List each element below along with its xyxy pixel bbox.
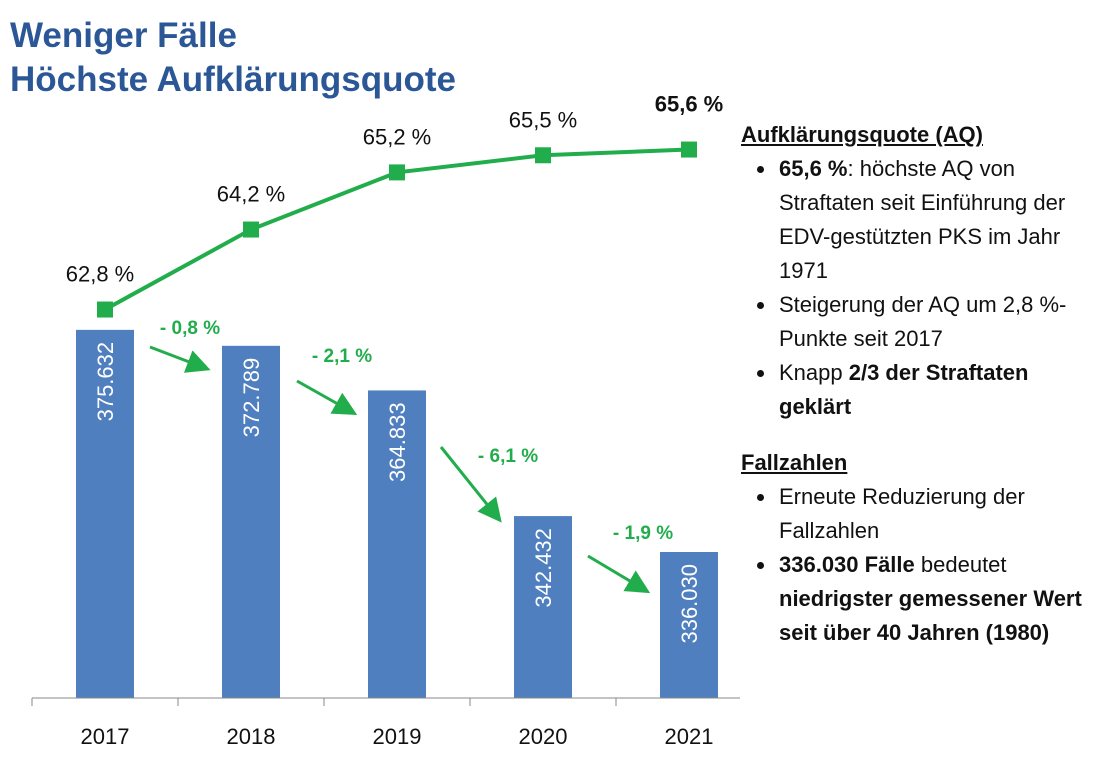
bullet-item: 65,6 %: höchste AQ von Straftaten seit E… xyxy=(777,152,1086,288)
bar-value-label: 342.432 xyxy=(531,528,556,608)
bar xyxy=(222,345,280,698)
bar-value-label: 336.030 xyxy=(677,564,702,644)
line-value-label: 64,2 % xyxy=(217,182,286,207)
x-tick-label: 2017 xyxy=(81,724,130,749)
text-run: Erneute Reduzierung der Fallzahlen xyxy=(779,484,1025,543)
x-tick-label: 2018 xyxy=(227,724,276,749)
text-run: Knapp xyxy=(779,360,849,385)
line-marker xyxy=(389,164,405,181)
slide-title: Weniger Fälle Höchste Aufklärungsquote xyxy=(10,14,456,102)
chart: 375.632 372.789 364.833 342.432 336.030 62,8 … xyxy=(31,92,740,749)
title-line: Höchste Aufklärungsquote xyxy=(10,60,456,99)
text-panel: Aufklärungsquote (AQ) 65,6 %: höchste AQ … xyxy=(741,118,1086,672)
line-marker xyxy=(243,221,259,238)
line-value-label: 65,2 % xyxy=(363,124,432,149)
panel-section: Fallzahlen Erneute Reduzierung der Fallza… xyxy=(741,446,1086,650)
x-tick-label: 2019 xyxy=(373,724,422,749)
text-run: bedeutet xyxy=(914,552,1007,577)
change-arrow xyxy=(439,446,502,523)
change-arrow xyxy=(587,554,651,594)
text-run: 336.030 Fälle xyxy=(779,552,915,577)
section-heading: Aufklärungsquote (AQ) xyxy=(741,122,983,147)
bullet-list: 65,6 %: höchste AQ von Straftaten seit E… xyxy=(741,152,1086,424)
bar-value-label: 364.833 xyxy=(385,402,410,482)
title-line: Weniger Fälle xyxy=(10,16,237,55)
bullet-item: 336.030 Fälle bedeutet niedrigster gemes… xyxy=(777,548,1086,650)
bar xyxy=(660,551,718,698)
x-tick-label: 2020 xyxy=(519,724,568,749)
bar xyxy=(514,516,572,698)
line-value-label: 65,5 % xyxy=(509,107,578,132)
bar-value-label: 372.789 xyxy=(239,358,264,438)
section-heading: Fallzahlen xyxy=(741,450,848,475)
panel-section: Aufklärungsquote (AQ) 65,6 %: höchste AQ … xyxy=(741,118,1086,424)
text-run: Steigerung der AQ um 2,8 %-Punkte seit 2… xyxy=(779,292,1067,351)
bullet-item: Knapp 2/3 der Straftaten geklärt xyxy=(777,356,1086,424)
bar xyxy=(76,329,134,698)
change-annotation: - 6,1 % xyxy=(478,446,538,467)
change-annotation: - 1,9 % xyxy=(613,523,673,544)
bar xyxy=(368,390,426,698)
text-run: 2/3 der Straftaten geklärt xyxy=(779,360,1029,419)
change-arrow xyxy=(149,345,211,373)
change-annotation: - 2,1 % xyxy=(312,346,372,367)
x-tick-label: 2021 xyxy=(665,724,714,749)
text-run: 65,6 % xyxy=(779,156,848,181)
line-value-label: 62,8 % xyxy=(66,262,135,287)
bullet-list: Erneute Reduzierung der Fallzahlen336.03… xyxy=(741,480,1086,650)
bar-value-label: 375.632 xyxy=(93,342,118,422)
line-marker xyxy=(535,147,551,164)
line-marker xyxy=(681,141,697,158)
bullet-item: Steigerung der AQ um 2,8 %-Punkte seit 2… xyxy=(777,288,1086,356)
bullet-item: Erneute Reduzierung der Fallzahlen xyxy=(777,480,1086,548)
change-arrow xyxy=(296,379,358,415)
line-marker xyxy=(97,301,113,318)
change-annotation: - 0,8 % xyxy=(160,318,220,339)
line-value-label: 65,6 % xyxy=(655,92,724,117)
text-run: niedrigster gemessener Wert seit über 40… xyxy=(779,586,1082,645)
text-run: : höchste AQ von Straftaten seit Einführ… xyxy=(779,156,1066,283)
